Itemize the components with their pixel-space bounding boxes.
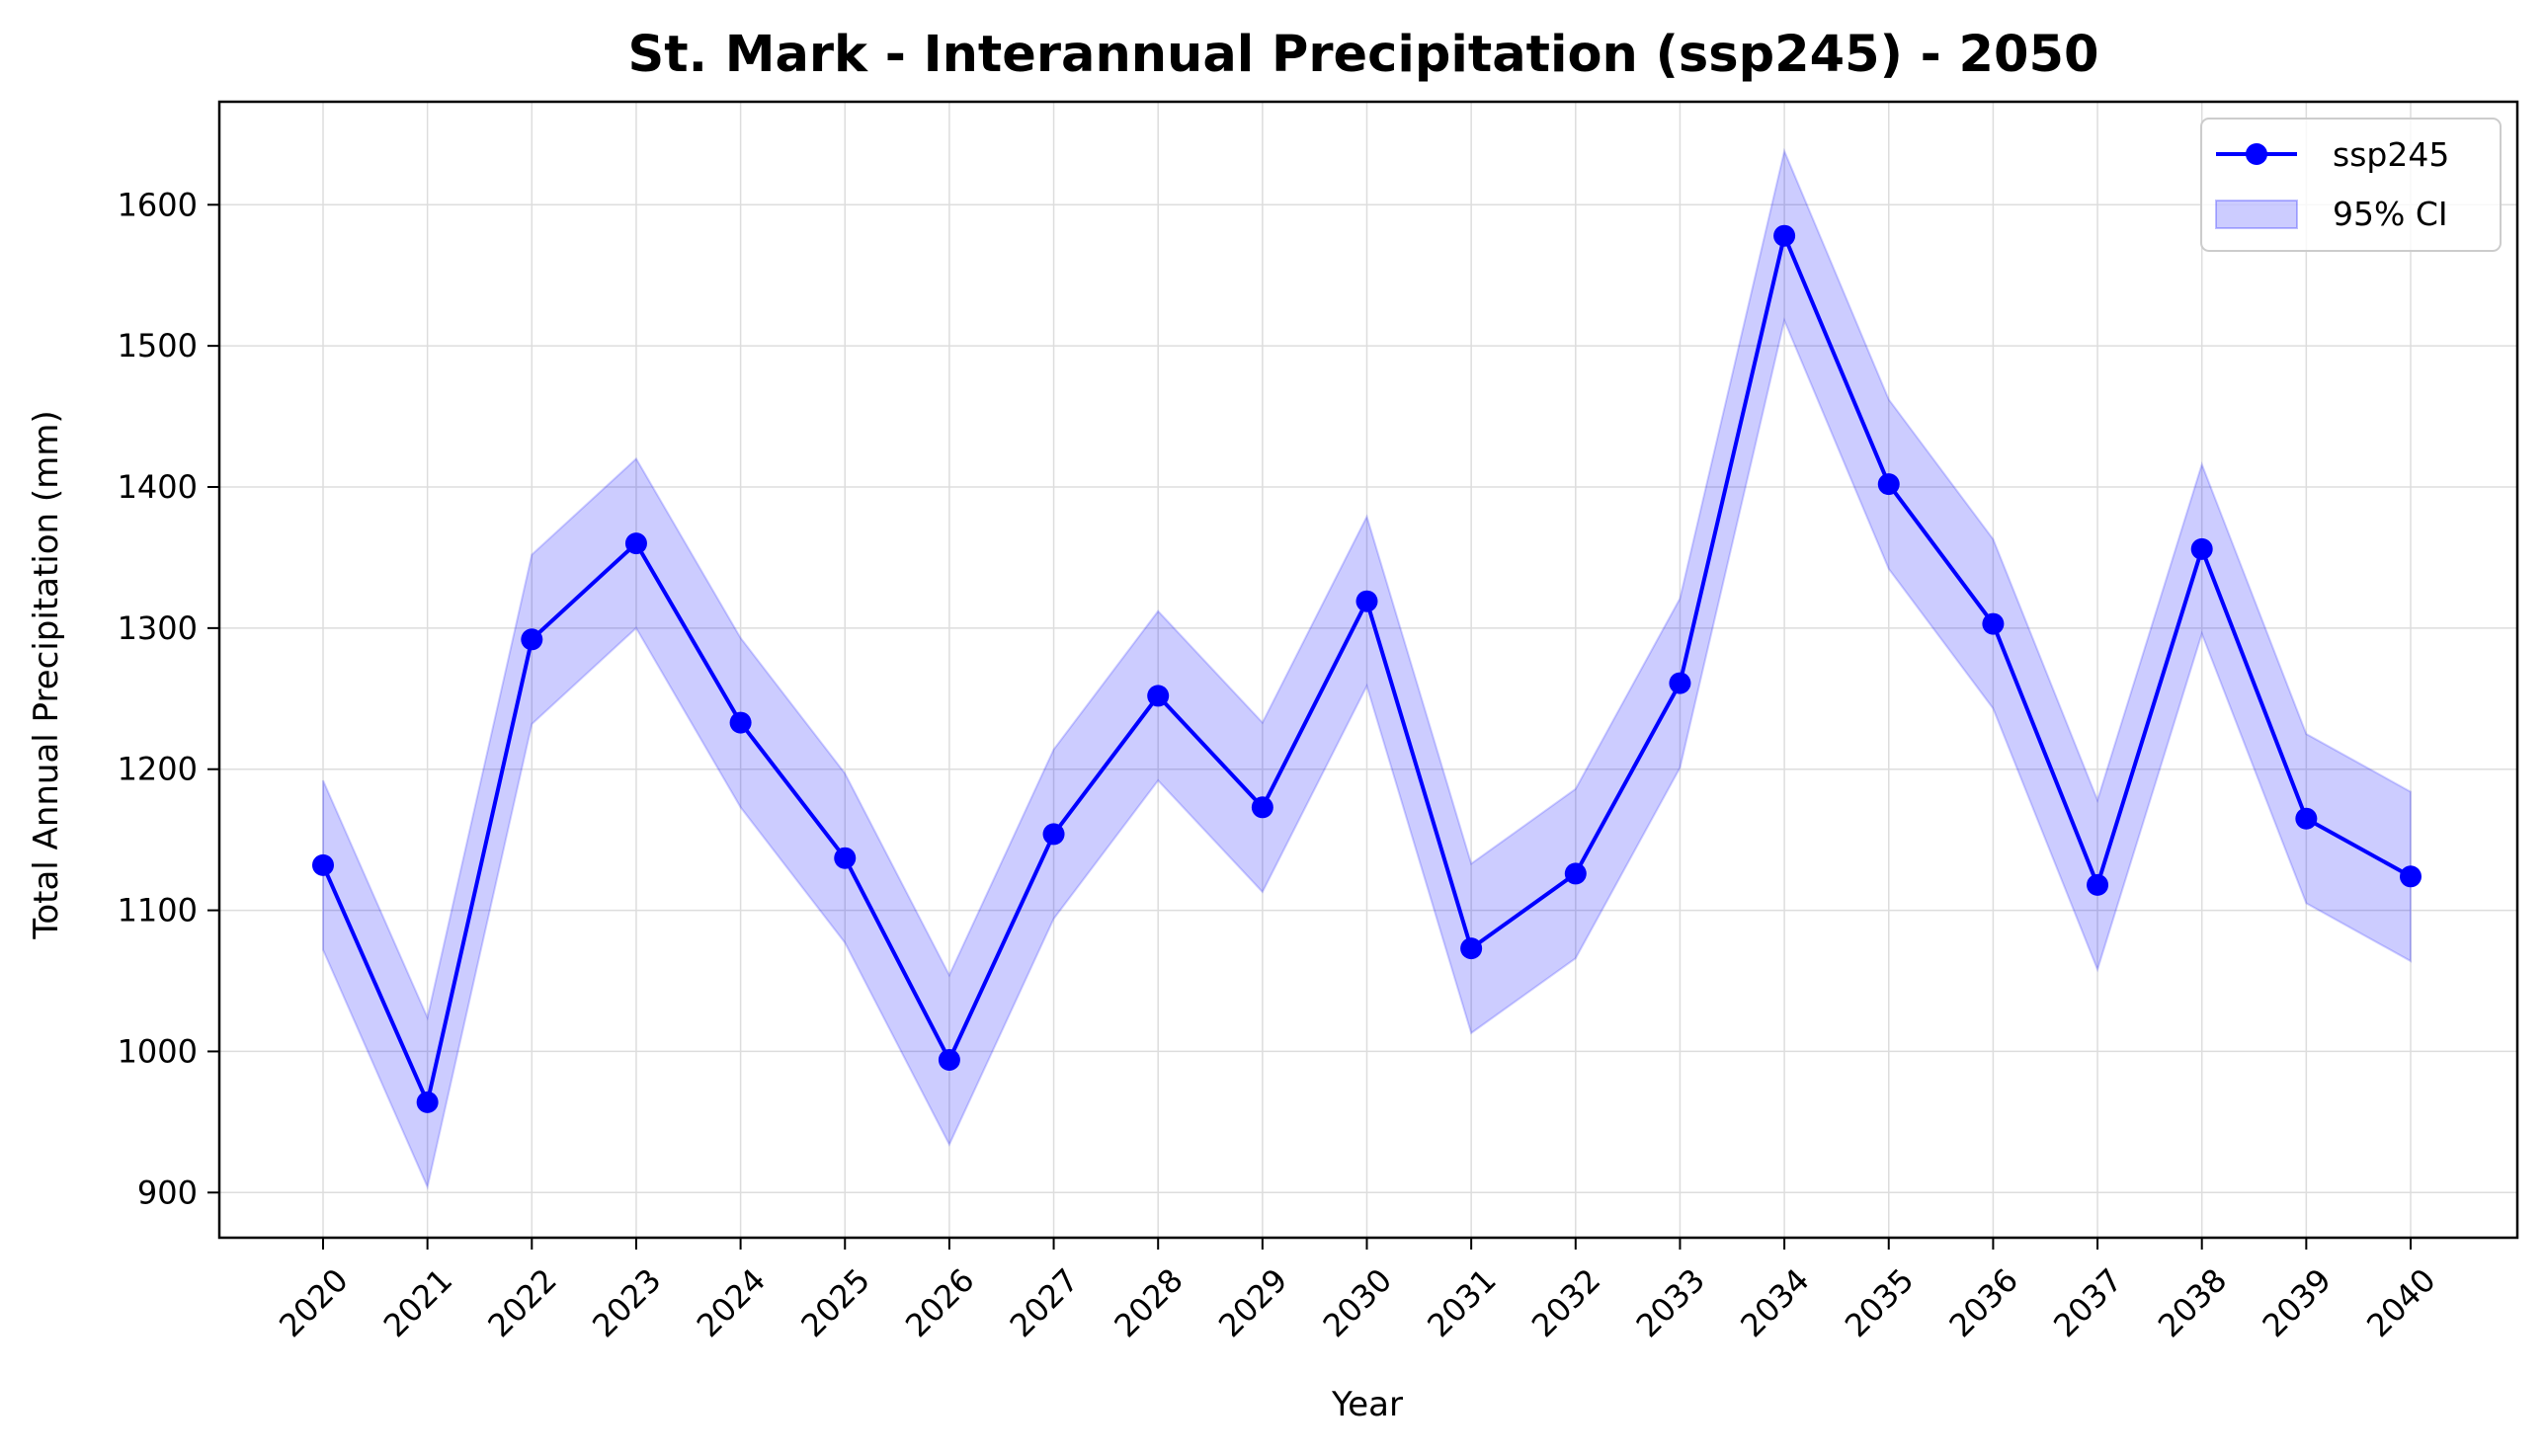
data-point [1147,685,1170,707]
y-tick-label: 1500 [118,327,198,364]
data-point [834,847,857,869]
legend: ssp245 95% CI [2200,118,2502,252]
chart-title: St. Mark - Interannual Precipitation (ss… [627,26,2098,84]
ci-band [322,147,2412,1190]
y-tick-label: 900 [137,1173,198,1211]
data-point [2295,807,2318,830]
legend-box [2200,118,2502,252]
y-tick-label: 1300 [118,609,198,647]
y-tick-label: 1100 [118,892,198,930]
data-point [1982,612,2005,635]
data-point [938,1049,960,1071]
plot-frame [217,100,2519,1240]
data-point [1355,590,1378,612]
data-point [1877,473,1900,496]
y-tick-label: 1200 [118,751,198,788]
legend-ci-swatch [2215,200,2298,229]
legend-marker-swatch [2246,143,2267,165]
data-point [1669,672,1691,694]
data-point [1460,937,1483,960]
data-point [729,711,752,734]
data-point [1042,823,1065,846]
y-tick-label: 1400 [118,468,198,506]
grid [219,102,2517,1238]
y-axis-ticks: 900 1000 1100 1200 1300 1400 1500 1600 [118,186,219,1211]
data-point [2190,537,2213,560]
y-tick-label: 1000 [118,1032,198,1070]
data-point [1251,796,1273,819]
data-point [1564,862,1587,885]
confidence-band-layer [322,147,2412,1190]
data-point [624,532,647,555]
data-point [1773,224,1796,247]
data-point [521,628,543,651]
data-point [312,853,334,876]
y-axis-label: Total Annual Precipitation (mm) [27,410,66,939]
y-tick-label: 1600 [118,186,198,223]
x-axis-label: Year [1331,1385,1403,1424]
data-point [2087,873,2109,896]
data-point [416,1091,439,1113]
data-point [2400,865,2422,888]
legend-label-series: ssp245 [2333,135,2449,174]
series-points-layer [312,224,2422,1113]
legend-label-ci: 95% CI [2333,195,2448,233]
